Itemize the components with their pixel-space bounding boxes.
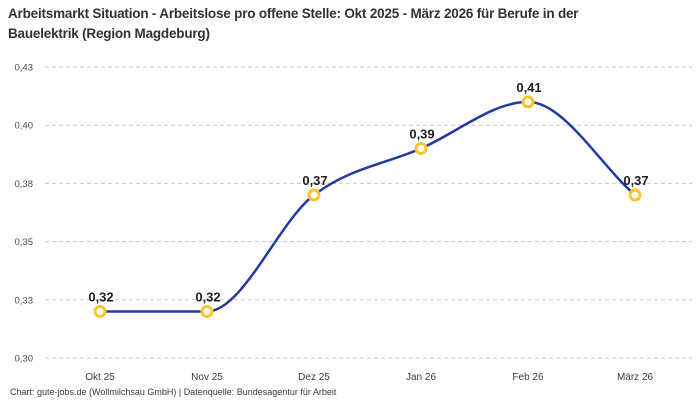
y-axis-tick-labels: 0,30 0,33 0,35 0,38 0,40 0,43 <box>15 63 34 365</box>
data-point-label: 0,41 <box>516 80 541 95</box>
data-points <box>93 95 642 318</box>
data-point-labels: 0,32 0,32 0,37 0,39 0,41 0,37 <box>88 80 648 305</box>
data-point-marker <box>628 188 642 202</box>
chart-credit: Chart: gute-jobs.de (Wollmilchsau GmbH) … <box>10 387 337 397</box>
y-tick-label: 0,38 <box>15 179 34 190</box>
y-tick-label: 0,40 <box>15 121 34 132</box>
y-tick-label: 0,43 <box>15 63 34 74</box>
x-axis-tick-labels: Okt 25 Nov 25 Dez 25 Jan 26 Feb 26 März 26 <box>85 372 653 383</box>
data-point-label: 0,37 <box>623 173 648 188</box>
x-tick-label: März 26 <box>617 372 654 383</box>
y-tick-label: 0,30 <box>15 354 34 365</box>
x-tick-label: Nov 25 <box>191 372 223 383</box>
y-tick-label: 0,33 <box>15 295 34 306</box>
chart-title: Arbeitsmarkt Situation - Arbeitslose pro… <box>8 6 579 41</box>
data-point-marker <box>414 141 428 155</box>
data-point-label: 0,32 <box>88 289 113 304</box>
x-tick-label: Jan 26 <box>406 372 436 383</box>
x-tick-label: Dez 25 <box>298 372 330 383</box>
gridlines <box>45 66 692 359</box>
data-point-label: 0,32 <box>195 289 220 304</box>
data-point-marker <box>200 304 214 318</box>
data-point-label: 0,39 <box>409 126 434 141</box>
x-tick-label: Okt 25 <box>85 372 115 383</box>
data-point-label: 0,37 <box>302 173 327 188</box>
y-tick-label: 0,35 <box>15 237 34 248</box>
x-tick-label: Feb 26 <box>512 372 544 383</box>
data-point-marker <box>521 95 535 109</box>
data-point-marker <box>307 188 321 202</box>
data-point-marker <box>93 304 107 318</box>
data-line-series <box>98 100 637 313</box>
